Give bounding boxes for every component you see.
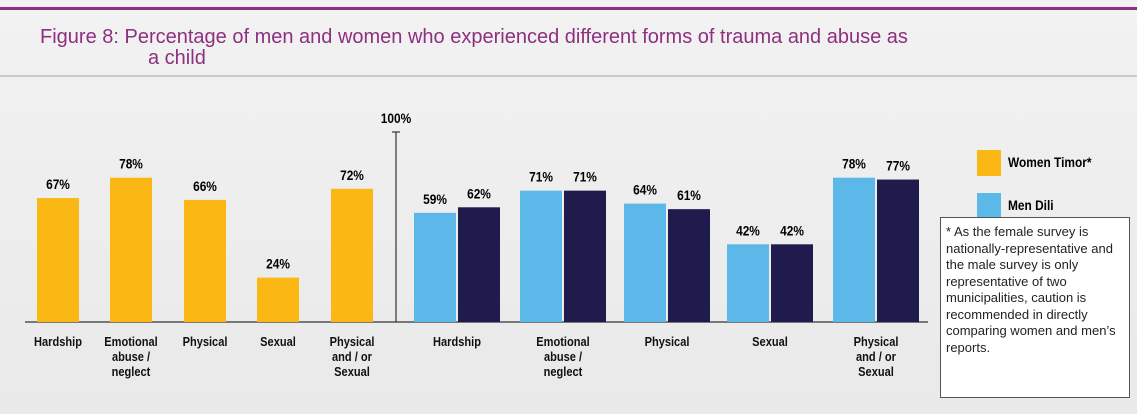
bar: [37, 198, 79, 322]
bar: [564, 190, 606, 322]
x-tick-label: Hardship: [34, 334, 82, 349]
bar: [184, 199, 226, 322]
y-tick-label: 100%: [381, 110, 412, 126]
bar: [877, 179, 919, 322]
bar: [727, 244, 769, 322]
data-label: 24%: [266, 256, 290, 272]
legend-swatch: [977, 150, 1001, 176]
x-tick-label: Sexual: [260, 334, 296, 349]
bar: [331, 188, 373, 322]
data-label: 62%: [467, 185, 491, 201]
legend-swatch: [977, 193, 1001, 219]
bar: [458, 207, 500, 322]
x-tick-label: Emotional abuse / neglect: [104, 334, 158, 379]
data-label: 77%: [886, 158, 910, 174]
bar: [668, 209, 710, 322]
bar: [257, 277, 299, 322]
data-label: 72%: [340, 167, 364, 183]
data-label: 78%: [842, 156, 866, 172]
legend-label: Women Timor*: [1008, 154, 1092, 170]
bar: [414, 212, 456, 322]
data-label: 67%: [46, 176, 70, 192]
x-tick-label: Sexual: [752, 334, 788, 349]
bar: [110, 177, 152, 322]
x-tick-label: Hardship: [433, 334, 481, 349]
x-tick-label: Physical: [644, 334, 690, 349]
x-tick-label: Physical: [182, 334, 228, 349]
x-tick-label: Emotional abuse / neglect: [536, 334, 590, 379]
bar: [520, 190, 562, 322]
x-tick-label: Physical and / or Sexual: [853, 334, 899, 379]
data-label: 71%: [529, 169, 553, 185]
data-label: 42%: [780, 222, 804, 238]
data-label: 71%: [573, 169, 597, 185]
data-label: 66%: [193, 178, 217, 194]
bar: [771, 244, 813, 322]
chart-title: Figure 8: Percentage of men and women wh…: [40, 26, 908, 69]
data-label: 61%: [677, 187, 701, 203]
bar: [833, 177, 875, 322]
legend-label: Men Dili: [1008, 197, 1054, 213]
data-label: 78%: [119, 156, 143, 172]
bar: [624, 203, 666, 322]
x-tick-label: Physical and / or Sexual: [329, 334, 375, 379]
top-rule: [0, 7, 1137, 10]
footnote: * As the female survey is nationally-rep…: [940, 217, 1130, 398]
data-label: 59%: [423, 191, 447, 207]
data-label: 42%: [736, 222, 760, 238]
data-label: 64%: [633, 182, 657, 198]
